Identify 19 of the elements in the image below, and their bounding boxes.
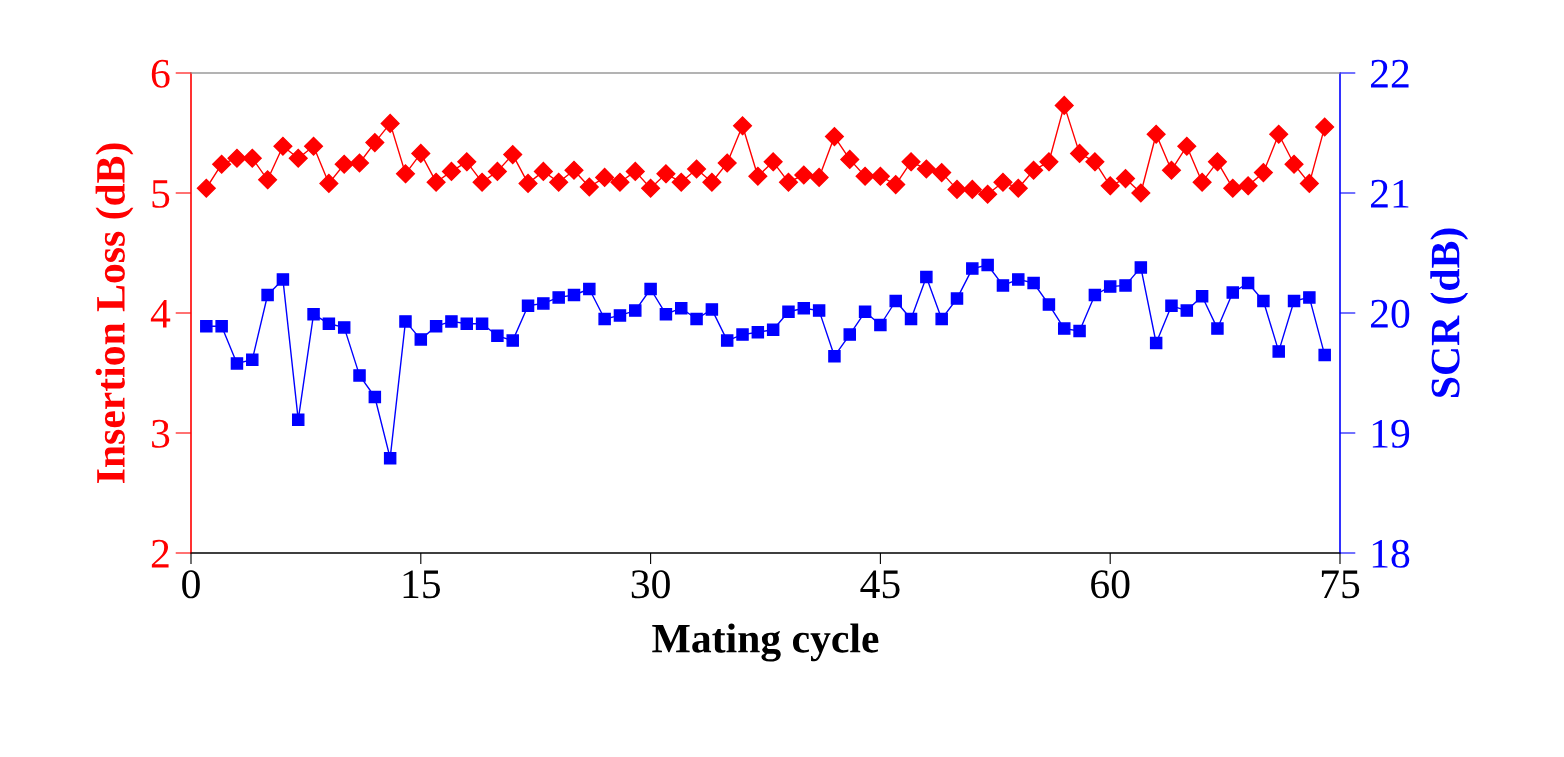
y2-axis-title: SCR (dB)	[1430, 228, 1469, 398]
y-tick-label: 4	[150, 300, 171, 328]
y2-tick-label: 19	[1372, 419, 1410, 448]
x-tick-label: 60	[1091, 570, 1130, 599]
x-tick-label: 15	[403, 570, 441, 599]
y-tick-label: 6	[151, 59, 170, 88]
y2-tick-label: 20	[1371, 299, 1410, 328]
x-tick-label: 45	[860, 570, 900, 599]
y-tick-label: 3	[152, 419, 170, 448]
y-tick-label: 5	[152, 180, 170, 208]
x-tick-label: 75	[1321, 570, 1360, 599]
x-tick-label: 0	[182, 570, 200, 599]
y-tick-label: 2	[151, 539, 169, 568]
x-tick-label: 30	[631, 570, 670, 599]
y2-tick-label: 22	[1371, 59, 1409, 88]
x-axis-title: Mating cycle	[652, 623, 879, 662]
y-axis-title: Insertion Loss (dB)	[95, 143, 134, 483]
y2-tick-label: 18	[1372, 539, 1410, 568]
y2-tick-label: 21	[1371, 179, 1409, 208]
